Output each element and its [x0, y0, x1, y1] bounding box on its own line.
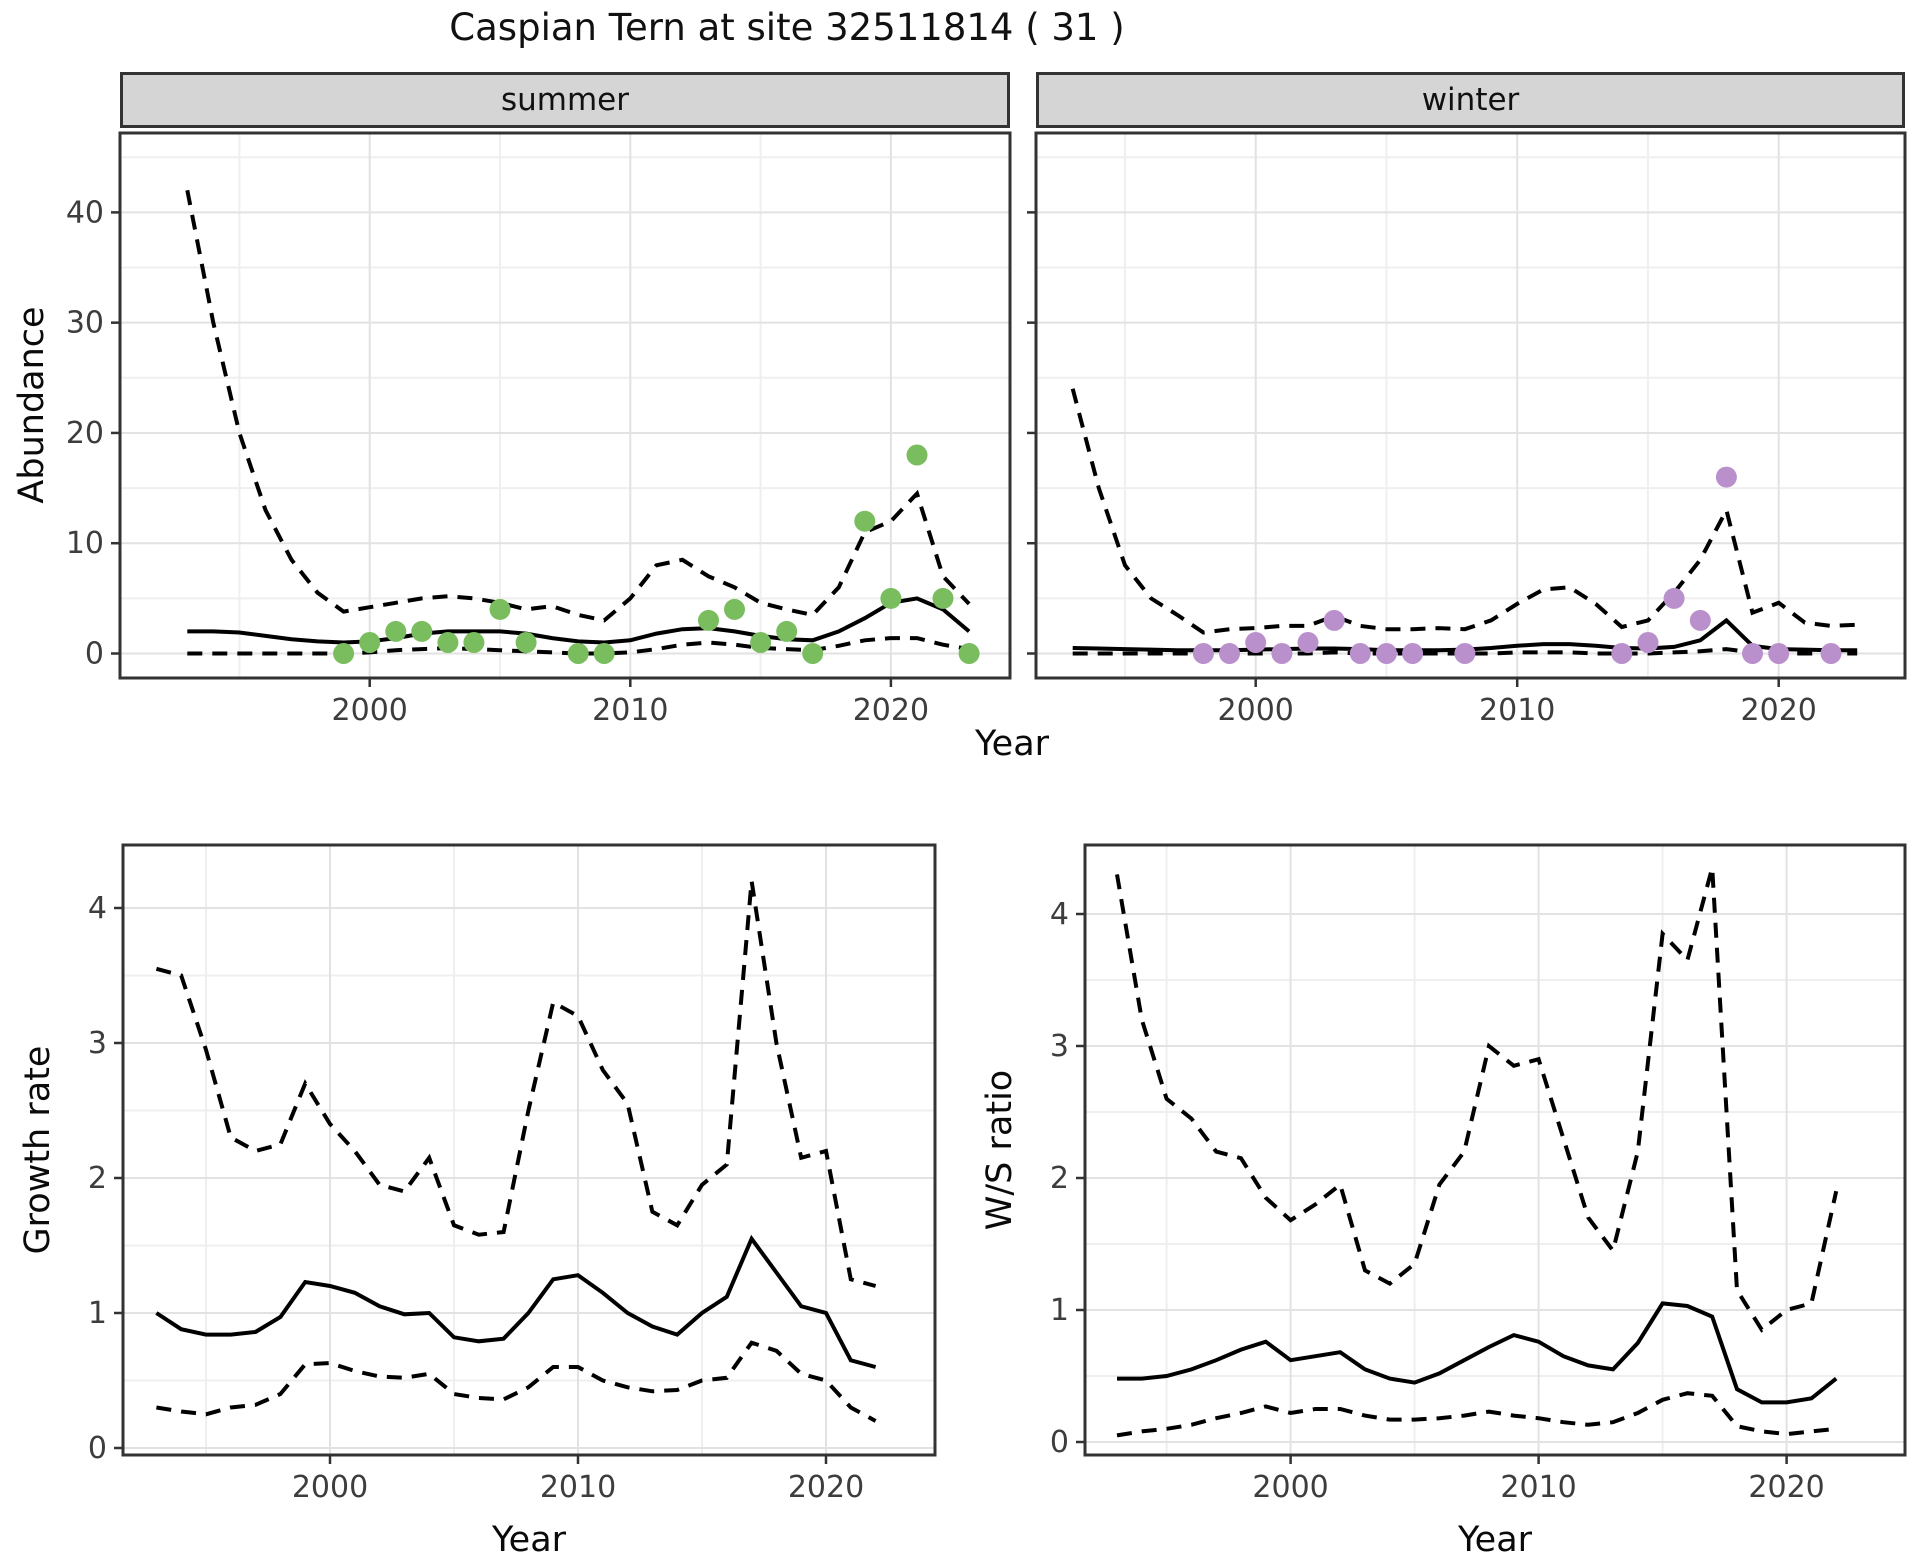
observed_count-point — [776, 620, 798, 642]
median-line — [1117, 1301, 1838, 1405]
y-tick-label: 4 — [1050, 897, 1069, 932]
observed_count-point — [1663, 587, 1685, 609]
observed_count-point — [385, 620, 407, 642]
chart-title: Caspian Tern at site 32511814 ( 31 ) — [449, 6, 1125, 49]
x-tick-label: 2010 — [592, 693, 668, 728]
facet-strip-summer: summer — [120, 72, 1010, 128]
y-tick-label: 4 — [88, 891, 107, 926]
lower-ci-line — [1116, 1391, 1837, 1438]
facet-strip-summer-label: summer — [500, 82, 629, 118]
panel-border — [1034, 131, 1907, 680]
x-tick-label: 2000 — [292, 1470, 368, 1505]
y-tick-label: 40 — [66, 195, 104, 230]
panel-background — [120, 133, 1010, 678]
observed_count-point — [1402, 643, 1424, 664]
observed_count-point — [1192, 643, 1214, 664]
facet-strip-winter: winter — [1036, 72, 1905, 128]
winter-abundance-plot: 2000 2010 2020 — [1027, 131, 1907, 728]
x-tick-label: 2020 — [1748, 1470, 1824, 1505]
observed_count-point — [1297, 632, 1319, 653]
median-line — [187, 596, 971, 645]
summer-abundance-plot: 2000 2010 2020 0 10 20 30 40 — [66, 131, 1012, 728]
observed_count-point — [880, 587, 902, 609]
y-tick-label: 1 — [88, 1296, 107, 1331]
ws-ratio-plot: 2000 2010 2020 0 1 2 3 4 — [1050, 843, 1907, 1505]
observed_count-point — [1271, 643, 1293, 664]
observed_count-point — [359, 632, 381, 653]
x-tick-label: 2010 — [540, 1470, 616, 1505]
observed_count-point — [1376, 643, 1397, 664]
observed_count-point — [932, 587, 954, 609]
observed_count-point — [411, 620, 433, 642]
observed_count-point — [567, 643, 589, 664]
y-tick-label: 0 — [85, 637, 104, 672]
x-tick-label: 2020 — [788, 1470, 864, 1505]
y-tick-label: 2 — [88, 1161, 107, 1196]
observed_count-point — [1715, 466, 1737, 488]
observed_count-point — [802, 643, 824, 664]
observed_count-point — [1349, 643, 1371, 664]
observed_count-point — [333, 643, 355, 664]
x-tick-label: 2010 — [1479, 693, 1555, 728]
observed_count-point — [906, 444, 928, 466]
y-tick-label: 0 — [88, 1431, 107, 1466]
observed_count-point — [1689, 609, 1711, 631]
median-line — [155, 1234, 877, 1369]
y-tick-label: 1 — [1050, 1293, 1069, 1328]
y-tick-label: 2 — [1050, 1161, 1069, 1196]
observed_count-point — [1637, 632, 1659, 653]
panel-border — [121, 843, 937, 1457]
y-tick-label: 3 — [1050, 1029, 1069, 1064]
observed_count-point — [1219, 643, 1240, 664]
x-tick-label: 2000 — [332, 693, 408, 728]
panel-background — [1085, 845, 1905, 1455]
lower-ci-line — [156, 1340, 877, 1423]
upper-ci-line — [155, 880, 877, 1288]
x-tick-label: 2000 — [1252, 1470, 1328, 1505]
y-tick-label: 0 — [1050, 1425, 1069, 1460]
observed_count-point — [854, 510, 876, 532]
observed_count-point — [750, 632, 772, 653]
observed_count-point — [1245, 632, 1267, 653]
observed_count-point — [1742, 643, 1763, 664]
panel-border — [118, 131, 1012, 680]
panel-background — [123, 845, 935, 1455]
y-tick-label: 20 — [66, 416, 104, 451]
x-tick-label: 2020 — [1741, 693, 1817, 728]
observed_count-point — [1323, 609, 1345, 631]
facet-strip-winter-label: winter — [1421, 82, 1520, 118]
growth-year-axis-title: Year — [491, 1520, 567, 1560]
observed_count-point — [1454, 643, 1476, 664]
upper-ci-line — [185, 189, 971, 623]
observed_count-point — [958, 643, 980, 664]
y-tick-label: 30 — [66, 306, 104, 341]
upper-ci-line — [1070, 388, 1858, 635]
lower-ci-line — [187, 636, 970, 656]
x-tick-label: 2010 — [1500, 1470, 1576, 1505]
top-year-axis-title: Year — [974, 724, 1050, 764]
x-tick-label: 2020 — [853, 693, 929, 728]
observed_count-point — [1768, 643, 1790, 664]
growth-rate-plot: 2000 2010 2020 0 1 2 3 4 — [88, 843, 937, 1505]
panel-border — [1083, 843, 1907, 1457]
observed_count-point — [698, 609, 719, 631]
y-tick-label: 10 — [66, 526, 104, 561]
y-tick-label: 3 — [88, 1026, 107, 1061]
observed_count-point — [463, 632, 485, 653]
observed_count-point — [437, 632, 459, 653]
observed_count-point — [1820, 643, 1842, 664]
x-tick-label: 2000 — [1218, 693, 1294, 728]
observed_count-point — [593, 643, 615, 664]
observed_count-point — [1611, 643, 1633, 664]
observed_count-point — [724, 598, 745, 620]
ws-year-axis-title: Year — [1457, 1520, 1533, 1560]
panel-background — [1036, 133, 1905, 678]
observed_count-point — [489, 598, 511, 620]
observed_count-point — [515, 632, 537, 653]
